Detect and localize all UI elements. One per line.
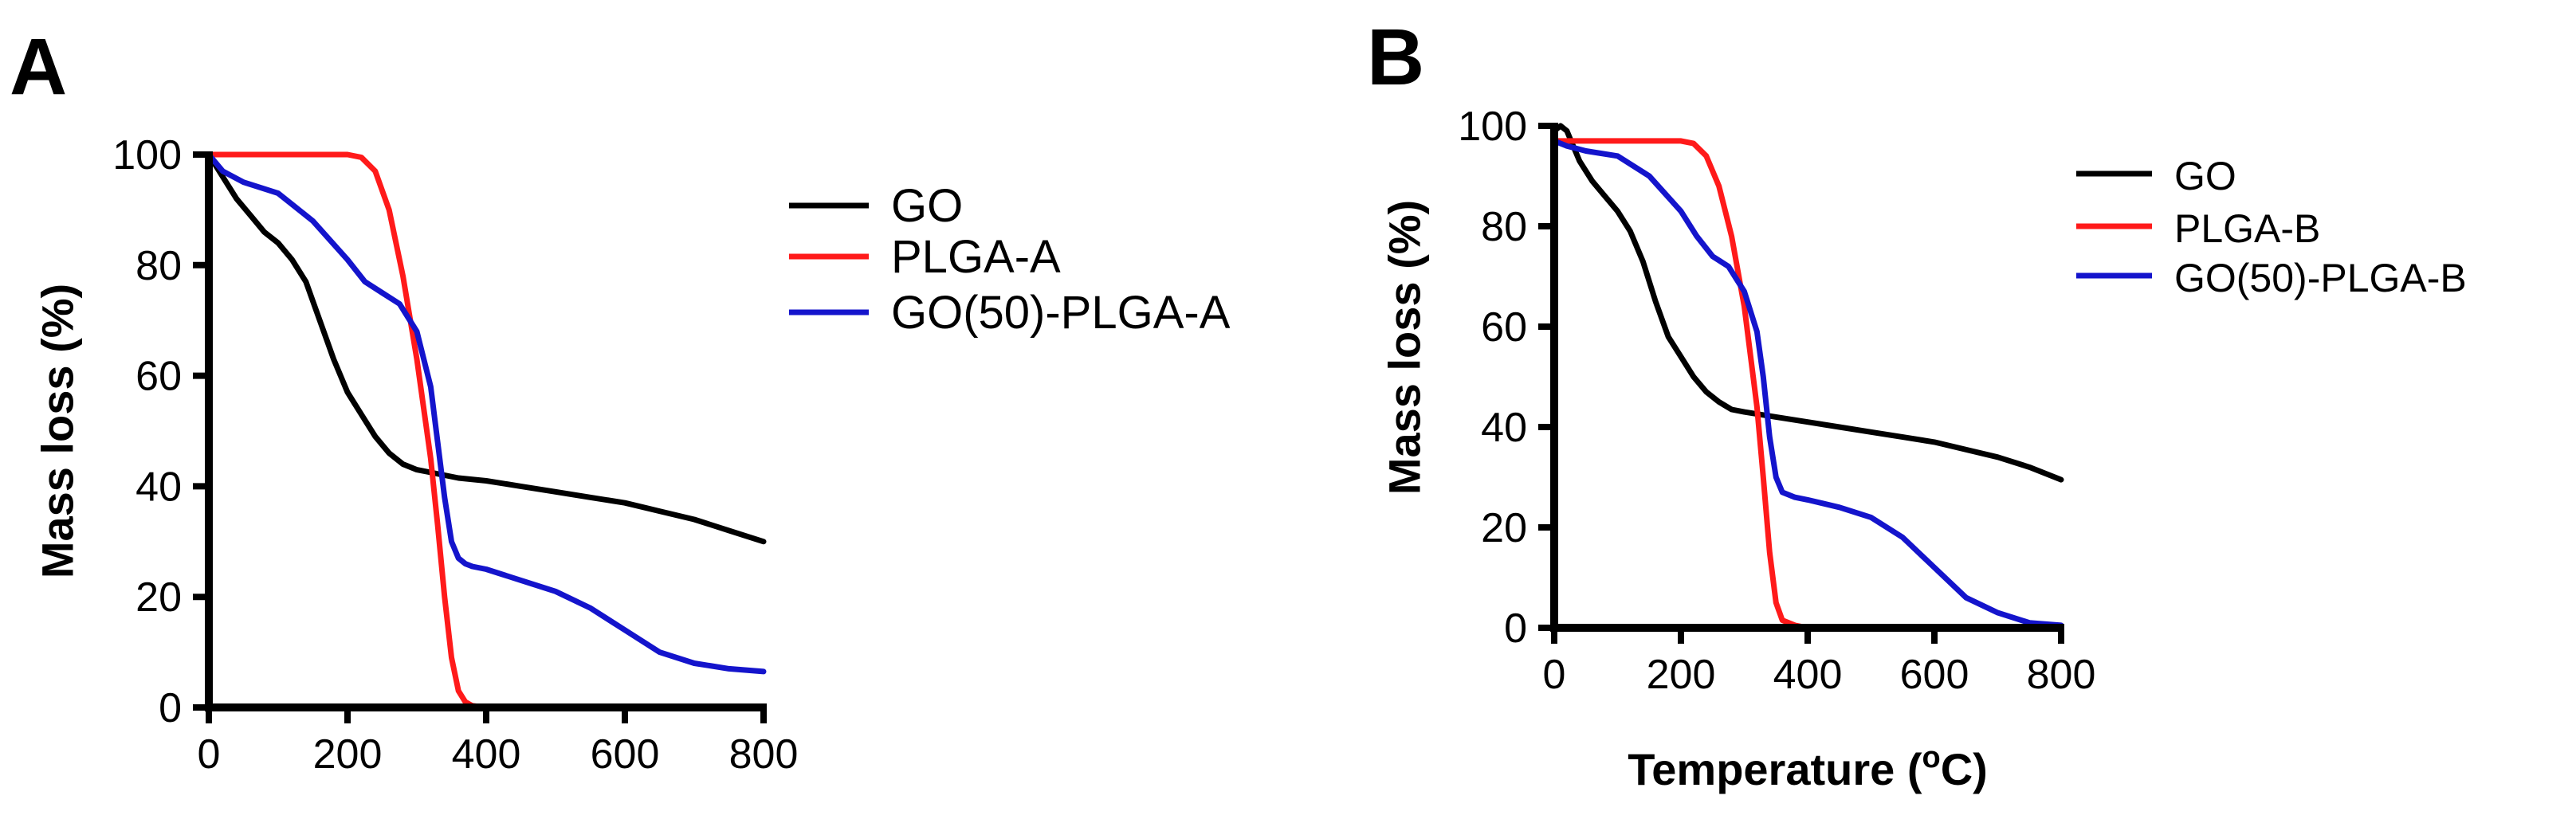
y-tick-label-a-20: 20 <box>135 574 182 621</box>
x-tick-label-b-800: 800 <box>2027 652 2096 698</box>
x-tick-label-a-800: 800 <box>729 731 799 778</box>
series-line-a-1 <box>206 151 489 711</box>
legend-label-b-0: GO <box>2174 154 2236 198</box>
y-axis-title-a: Mass loss (%) <box>33 284 83 578</box>
y-tick-label-b-20: 20 <box>1481 505 1527 551</box>
y-tick-label-a-60: 60 <box>135 354 182 400</box>
series-line-b-2 <box>1551 138 2064 629</box>
x-tick-label-b-0: 0 <box>1543 652 1566 698</box>
x-tick-label-b-400: 400 <box>1773 652 1843 698</box>
y-tick-label-b-0: 0 <box>1504 605 1527 652</box>
series-line-b-1 <box>1551 138 1811 631</box>
y-tick-label-b-40: 40 <box>1481 405 1527 451</box>
x-tick-label-b-200: 200 <box>1647 652 1716 698</box>
x-axis-title-b: Temperature (oC) <box>1628 741 1988 794</box>
legend-label-b-2: GO(50)-PLGA-B <box>2174 256 2467 300</box>
legend-label-a-0: GO <box>891 180 963 232</box>
y-tick-label-a-80: 80 <box>135 243 182 289</box>
series-line-a-0 <box>206 151 767 545</box>
y-axis-title-b: Mass loss (%) <box>1380 200 1430 495</box>
series-line-b-0 <box>1551 123 2064 483</box>
y-tick-label-b-60: 60 <box>1481 304 1527 351</box>
panel-b: B 0 20 40 60 80 100 0 200 400 600 800 Mass loss (%) T… <box>1367 13 2467 794</box>
y-tick-label-b-100: 100 <box>1458 104 1527 150</box>
y-tick-label-b-80: 80 <box>1481 204 1527 250</box>
x-tick-label-a-600: 600 <box>591 731 660 778</box>
legend-label-a-2: GO(50)-PLGA-A <box>891 287 1231 339</box>
panel-letter-b: B <box>1367 13 1424 102</box>
x-tick-label-a-400: 400 <box>452 731 521 778</box>
x-tick-label-a-0: 0 <box>198 731 221 778</box>
y-tick-label-a-40: 40 <box>135 464 182 510</box>
legend-label-b-1: PLGA-B <box>2174 206 2320 251</box>
legend-label-a-1: PLGA-A <box>891 231 1061 283</box>
x-tick-label-a-200: 200 <box>313 731 383 778</box>
panel-a: A 0 20 40 60 80 100 0 200 400 600 800 Mass loss (%) G… <box>10 22 1231 778</box>
x-tick-label-b-600: 600 <box>1900 652 1969 698</box>
y-tick-label-a-100: 100 <box>112 132 182 178</box>
y-tick-label-a-0: 0 <box>159 685 182 731</box>
panel-letter-a: A <box>10 22 67 112</box>
series-line-a-2 <box>206 151 767 675</box>
